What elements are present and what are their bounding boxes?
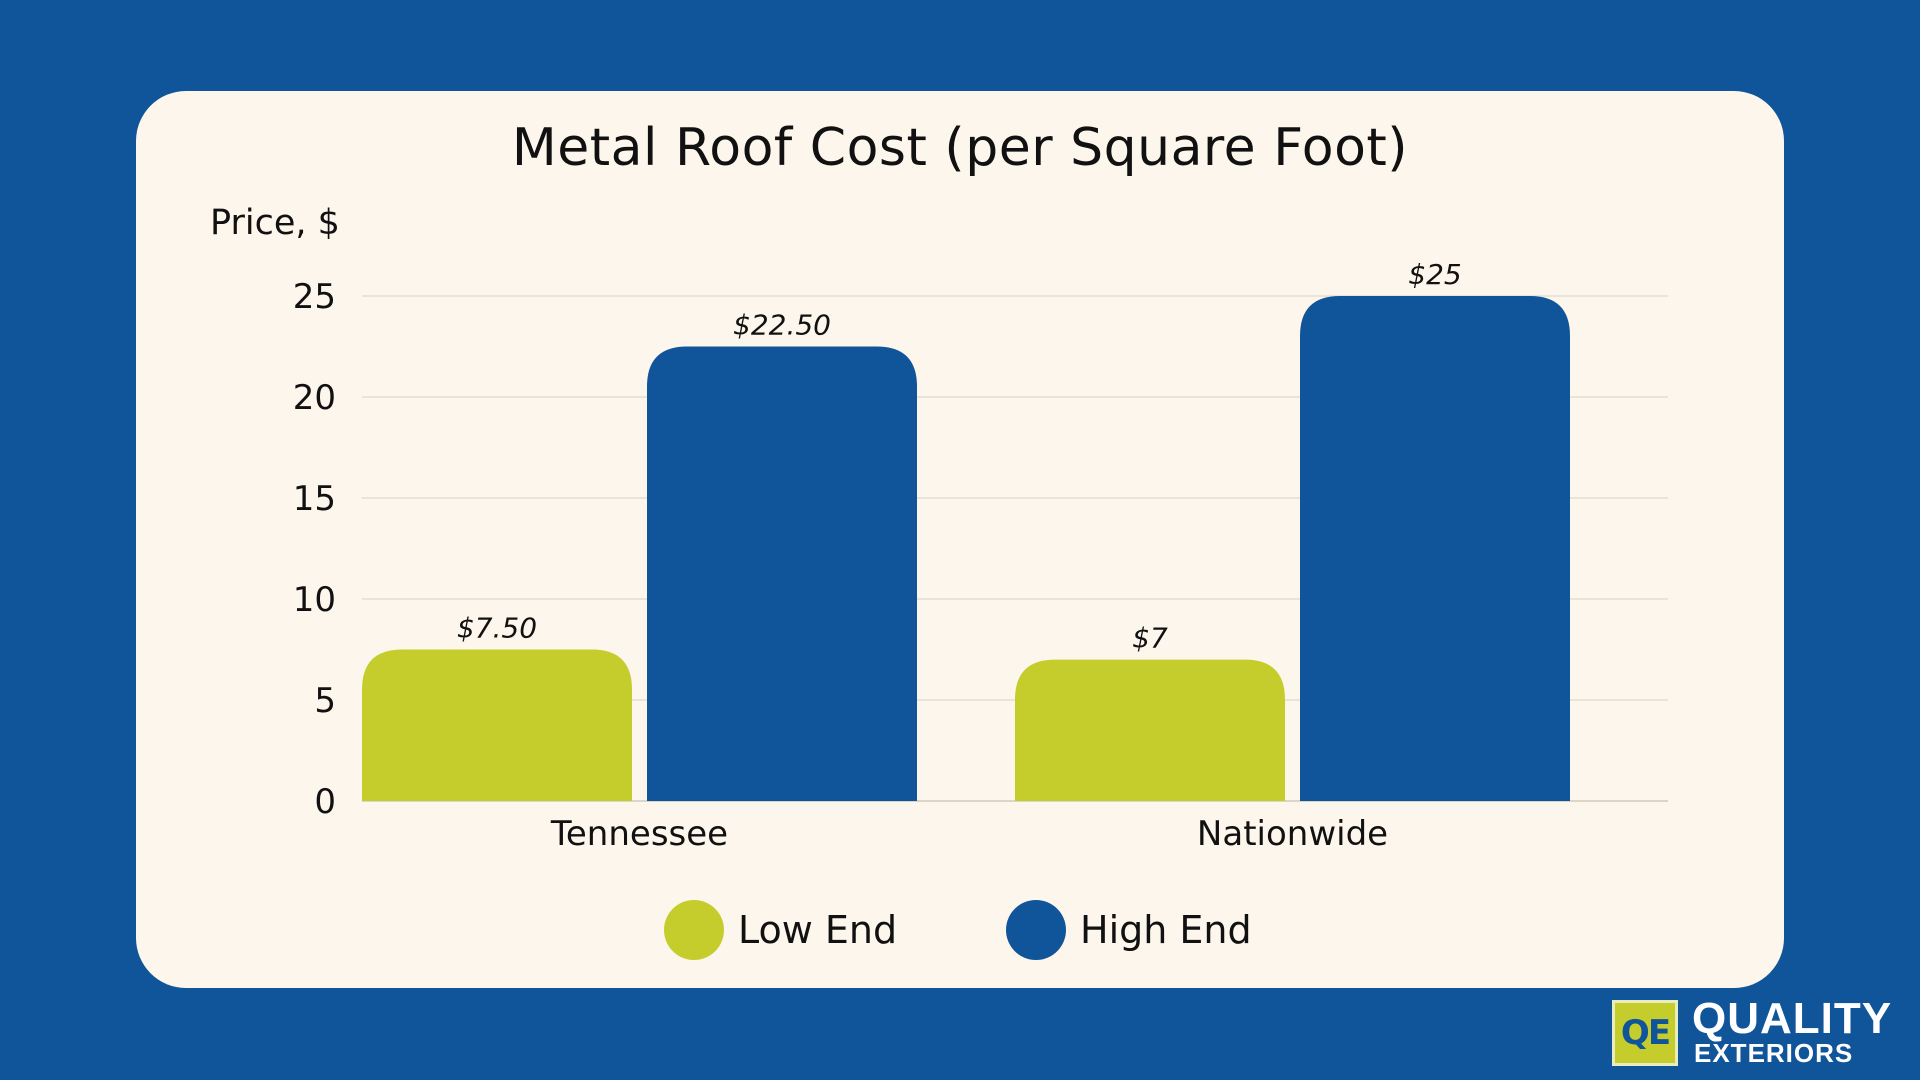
company-logo: QE QUALITY EXTERIORS — [1612, 994, 1902, 1068]
data-label: $22.50 — [733, 309, 831, 342]
legend-swatch-high-end — [1006, 900, 1066, 960]
legend-item-high-end: High End — [1006, 898, 1252, 962]
data-label: $7 — [1132, 622, 1168, 655]
y-tick-label: 20 — [293, 378, 336, 418]
y-tick-label: 25 — [293, 277, 336, 317]
y-tick-label: 10 — [293, 580, 336, 620]
logo-text-line1: QUALITY — [1692, 994, 1893, 1043]
legend: Low End High End — [0, 898, 1920, 962]
legend-item-low-end: Low End — [664, 898, 897, 962]
legend-swatch-low-end — [664, 900, 724, 960]
bar-high-end-nationwide — [1300, 296, 1570, 801]
bar-low-end-tennessee — [362, 649, 632, 801]
y-tick-label: 5 — [314, 681, 336, 721]
chart-title: Metal Roof Cost (per Square Foot) — [511, 118, 1409, 178]
x-tick-label: Nationwide — [1197, 814, 1388, 854]
legend-label-high-end: High End — [1080, 908, 1252, 952]
data-label: $7.50 — [457, 612, 537, 645]
bar-low-end-nationwide — [1015, 659, 1285, 801]
y-axis-label: Price, $ — [210, 203, 340, 243]
legend-label-low-end: Low End — [738, 908, 898, 952]
x-tick-label: Tennessee — [550, 814, 728, 854]
data-label: $25 — [1408, 258, 1461, 291]
bar-high-end-tennessee — [647, 346, 917, 801]
logo-mark-icon: QE — [1612, 1000, 1678, 1066]
logo-text-line2: EXTERIORS — [1694, 1038, 1854, 1068]
y-tick-label: 0 — [314, 782, 336, 822]
y-tick-label: 15 — [293, 479, 336, 519]
